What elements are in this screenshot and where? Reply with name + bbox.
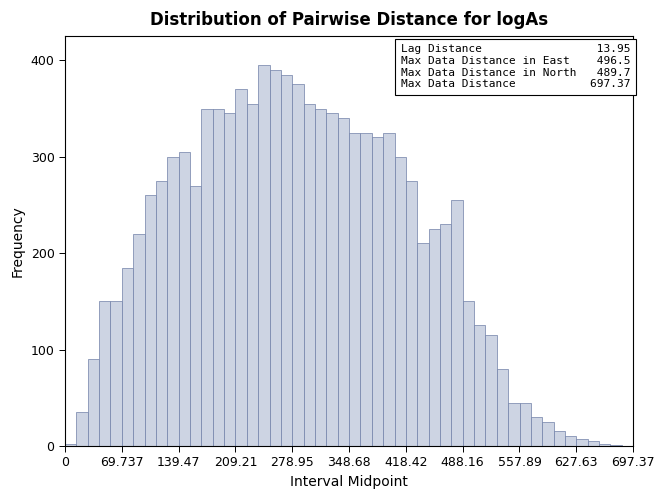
Bar [224,114,235,446]
Bar [406,181,418,446]
Bar [587,441,599,446]
X-axis label: Interval Midpoint: Interval Midpoint [290,475,408,489]
Bar [349,132,360,446]
Bar [65,444,77,446]
Bar [190,186,201,446]
Bar [383,132,394,446]
Bar [418,244,429,446]
Bar [531,417,542,446]
Bar [212,108,224,446]
Bar [156,181,167,446]
Bar [463,302,474,446]
Bar [145,196,156,446]
Bar [372,138,383,446]
Bar [292,84,304,446]
Bar [599,444,611,446]
Bar [497,369,508,446]
Bar [338,118,349,446]
Title: Distribution of Pairwise Distance for logAs: Distribution of Pairwise Distance for lo… [150,11,548,29]
Bar [270,70,281,446]
Bar [315,108,326,446]
Bar [486,335,497,446]
Bar [553,432,565,446]
Bar [133,234,145,446]
Bar [474,326,486,446]
Y-axis label: Frequency: Frequency [11,205,25,277]
Bar [394,156,406,446]
Bar [452,200,463,446]
Bar [519,402,531,446]
Bar [304,104,315,446]
Bar [281,75,292,446]
Bar [565,436,576,446]
Bar [111,302,122,446]
Bar [178,152,190,446]
Bar [122,268,133,446]
Bar [611,445,622,446]
Bar [247,104,258,446]
Bar [258,65,270,446]
Bar [429,229,440,446]
Bar [440,224,452,446]
Bar [77,412,88,446]
Bar [508,402,519,446]
Bar [88,359,99,446]
Text: Lag Distance                 13.95
Max Data Distance in East    496.5
Max Data D: Lag Distance 13.95 Max Data Distance in … [401,44,630,89]
Bar [576,439,587,446]
Bar [167,156,178,446]
Bar [326,114,338,446]
Bar [360,132,372,446]
Bar [99,302,111,446]
Bar [201,108,212,446]
Bar [542,422,553,446]
Bar [235,89,247,446]
